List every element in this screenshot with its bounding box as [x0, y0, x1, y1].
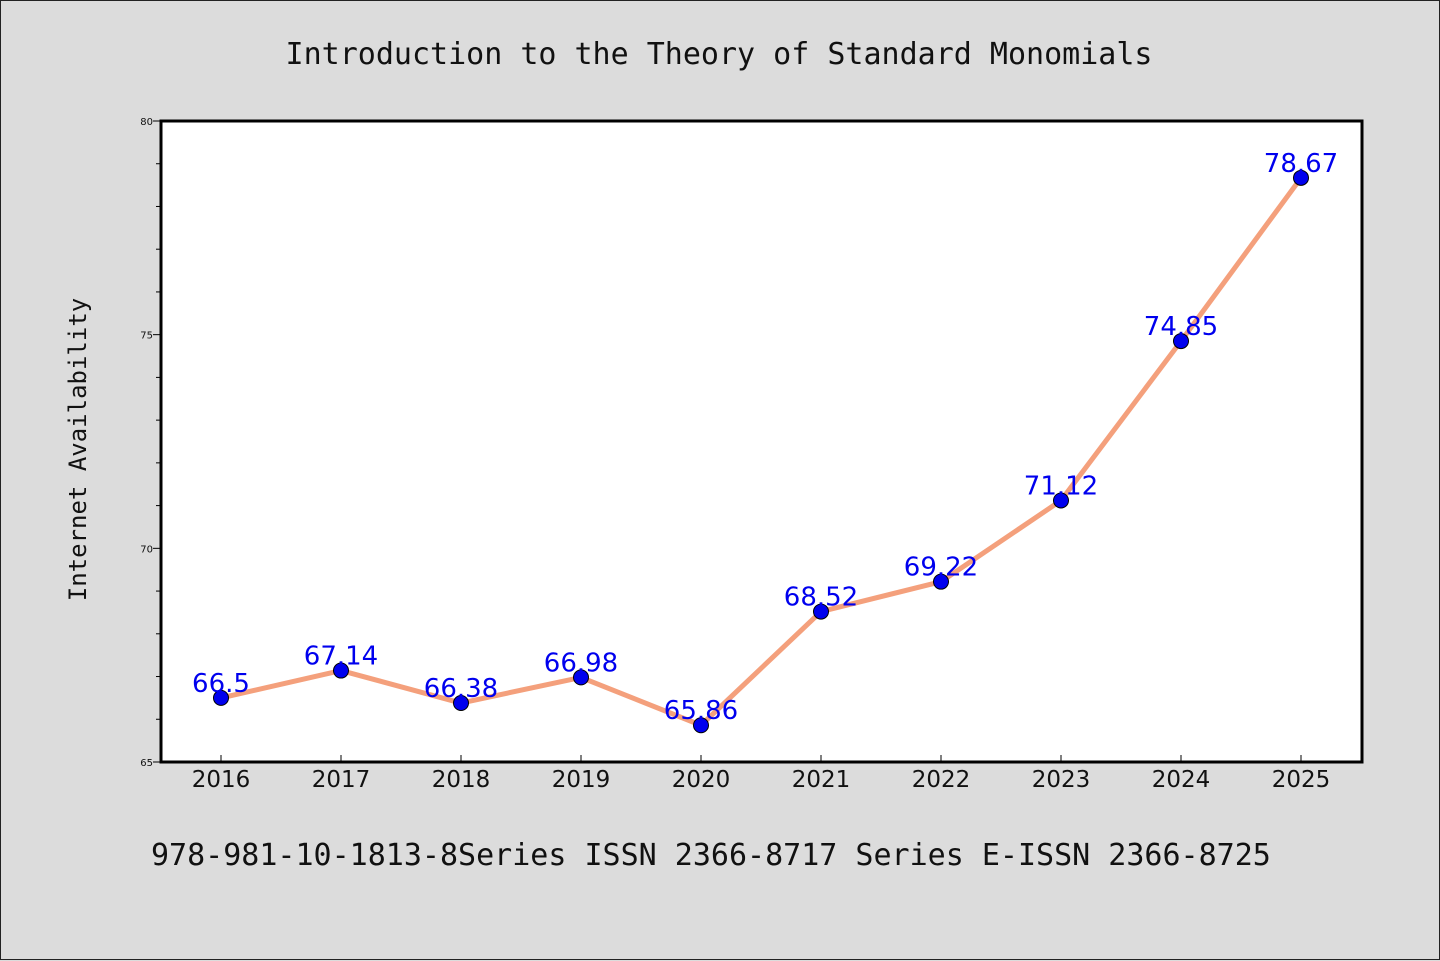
data-label: 71.12: [1024, 471, 1098, 501]
chart-title: Introduction to the Theory of Standard M…: [286, 37, 1153, 72]
data-label: 78.67: [1264, 149, 1338, 179]
y-axis-label: Internet Availability: [64, 298, 92, 601]
data-point: [1053, 492, 1069, 509]
data-labels: 66.5 67.14 66.38 66.98 65.86 68.52 69.22 71.12 7…: [192, 149, 1338, 726]
x-tick-label: 2021: [792, 767, 851, 793]
x-tick-label: 2019: [552, 767, 611, 793]
x-tick-label: 2020: [672, 767, 731, 793]
x-tick-label: 2022: [912, 767, 971, 793]
x-tick-label: 2017: [312, 767, 371, 793]
data-label: 66.98: [544, 648, 618, 678]
series-line: [218, 175, 1304, 728]
data-label: 74.85: [1144, 312, 1218, 342]
data-point: [813, 603, 829, 620]
x-tick-label: 2025: [1272, 767, 1331, 793]
data-label: 65.86: [664, 696, 738, 726]
data-label: 66.38: [424, 674, 498, 704]
data-point: [573, 669, 589, 686]
x-tick-label: 2018: [432, 767, 491, 793]
data-label: 67.14: [304, 642, 378, 672]
data-label: 68.52: [784, 583, 858, 613]
data-point: [933, 573, 949, 590]
plot-area: [159, 119, 1364, 764]
footer-text: 978-981-10-1813-8Series ISSN 2366-8717 S…: [151, 838, 1271, 873]
data-label: 69.22: [904, 553, 978, 583]
y-axis-ticks: 65 70 75 80: [140, 117, 160, 769]
data-point: [693, 717, 709, 734]
y-tick-label: 70: [140, 544, 153, 555]
data-point: [1173, 333, 1189, 350]
x-tick-label: 2023: [1032, 767, 1091, 793]
x-axis-ticks: 2016 2017 2018 2019 2020 2021 2022 2023 2024 2025: [192, 755, 1331, 793]
data-point: [333, 662, 349, 679]
data-label: 66.5: [192, 669, 250, 699]
y-tick-label: 75: [140, 331, 153, 342]
x-tick-label: 2016: [192, 767, 251, 793]
y-tick-label: 65: [140, 758, 153, 769]
data-point: [1293, 169, 1309, 186]
data-point: [453, 695, 469, 712]
series-markers: [213, 169, 1309, 734]
x-tick-label: 2024: [1152, 767, 1211, 793]
data-point: [213, 689, 229, 706]
y-tick-label: 80: [140, 117, 153, 128]
